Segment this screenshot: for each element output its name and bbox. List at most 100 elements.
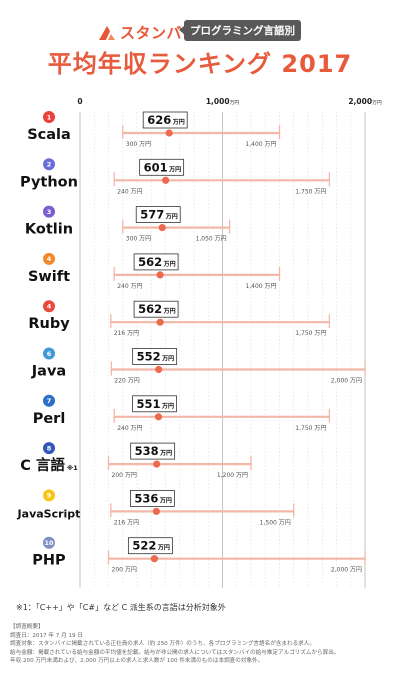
rank-badge — [43, 347, 55, 360]
range-min-label: 220 万円 — [114, 378, 139, 385]
range-max-label: 1,200 万円 — [217, 472, 248, 479]
rank-number: 1 — [47, 113, 52, 121]
x-tick-label: 2,000万円 — [348, 97, 382, 106]
range-min-label: 240 万円 — [117, 188, 142, 195]
average-unit: 万円 — [161, 403, 174, 410]
average-dot — [152, 507, 160, 515]
footer: ※1：「C++」や「C#」など C 派生系の言語は分析対象外 【調査概要】 調査… — [10, 602, 390, 666]
average-dot — [156, 271, 164, 279]
footnote: ※1：「C++」や「C#」など C 派生系の言語は分析対象外 — [16, 603, 226, 612]
average-dot — [162, 176, 170, 184]
rank-number: 6 — [47, 350, 52, 358]
x-tick-unit: 万円 — [372, 100, 382, 106]
rank-number: 2 — [47, 161, 52, 169]
language-label: Python — [20, 174, 78, 190]
range-min-label: 300 万円 — [126, 236, 151, 243]
language-label: Swift — [28, 269, 70, 285]
average-badge — [139, 158, 185, 176]
average-dot — [153, 460, 161, 468]
survey-notes: 【調査概要】 調査日：2017 年 7 月 19 日 調査対象：スタンバイに掲載… — [10, 623, 390, 666]
rank-number: 7 — [47, 397, 52, 405]
range-min-label: 240 万円 — [117, 425, 142, 432]
range-min-label: 216 万円 — [114, 330, 139, 337]
average-unit: 万円 — [172, 119, 185, 126]
rank-badge — [43, 158, 55, 171]
average-unit: 万円 — [163, 308, 176, 315]
language-label: C 言語 ※1 — [20, 456, 78, 474]
footnote-mark: ※1 — [67, 463, 78, 472]
average-badge — [133, 300, 179, 318]
range-min-label: 200 万円 — [112, 472, 137, 479]
average-dot — [158, 224, 166, 232]
rank-badge — [43, 300, 55, 313]
average-unit: 万円 — [163, 261, 176, 268]
rank-badge — [43, 394, 55, 407]
average-badge — [132, 395, 177, 413]
average-badge — [142, 111, 188, 129]
range-max-label: 1,400 万円 — [245, 283, 276, 290]
average-unit: 万円 — [161, 356, 174, 363]
brand: スタンバイ — [98, 22, 198, 43]
average-unit: 万円 — [157, 545, 170, 552]
standby-logo-icon — [99, 25, 115, 40]
rank-badge — [43, 252, 55, 265]
rank-number: 9 — [47, 492, 52, 500]
x-tick-label: 0 — [77, 97, 82, 106]
language-label: Perl — [33, 411, 66, 427]
language-label: Ruby — [28, 316, 70, 332]
average-unit: 万円 — [168, 166, 181, 173]
range-min-label: 240 万円 — [117, 283, 142, 290]
notes-heading: 【調査概要】 — [10, 624, 44, 630]
average-badge — [132, 348, 178, 365]
range-min-label: 216 万円 — [114, 519, 139, 526]
range-max-label: 1,050 万円 — [196, 236, 227, 243]
range-max-label: 1,500 万円 — [260, 519, 291, 526]
rank-badge — [43, 536, 55, 549]
average-badge — [133, 253, 179, 271]
notes-salary: 給与金額：掲載されている給与金額の平均値を記載。給与が非公開の求人についてはスタ… — [10, 649, 340, 656]
range-min-label: 200 万円 — [112, 567, 137, 574]
rank-badge — [43, 111, 55, 123]
average-badge — [130, 442, 176, 460]
range-max-label: 2,000 万円 — [331, 567, 362, 574]
chart-title: 平均年収ランキング 2017 — [47, 50, 353, 78]
rank-number: 4 — [47, 255, 52, 263]
average-dot — [165, 129, 173, 137]
average-dot — [156, 318, 164, 326]
brand-name: スタンバイ — [120, 25, 198, 42]
notes-exclusion: 年収 200 万円未満および、2,000 万円以上の求人と求人数が 100 件未… — [10, 658, 264, 665]
rank-badge — [43, 442, 55, 455]
range-max-label: 1,400 万円 — [245, 141, 276, 148]
language-label: Kotlin — [25, 222, 73, 238]
category-tag: プログラミング言語別 — [179, 20, 301, 41]
range-max-label: 2,000 万円 — [331, 378, 362, 385]
average-unit: 万円 — [165, 214, 178, 221]
average-badge — [135, 206, 181, 224]
language-label: PHP — [32, 553, 66, 569]
x-tick-label: 1,000万円 — [206, 97, 240, 106]
average-badge — [129, 489, 175, 507]
language-label: Java — [31, 364, 66, 380]
average-unit: 万円 — [159, 450, 172, 457]
average-dot — [154, 413, 163, 421]
rank-number: 4 — [47, 303, 52, 311]
average-dot — [155, 365, 163, 374]
range-max-label: 1,750 万円 — [295, 330, 326, 337]
average-dot — [150, 555, 158, 563]
language-label: Scala — [27, 127, 71, 143]
rank-number: 3 — [47, 208, 52, 216]
rank-number: 8 — [47, 444, 52, 452]
rank-badge — [43, 489, 55, 502]
header: スタンバイ プログラミング言語別 平均年収ランキング 2017 — [0, 0, 400, 110]
notes-target: 調査対象：スタンバイに掲載されている正社員の求人（約 250 万件）のうち、各プ… — [10, 641, 315, 648]
range-max-label: 1,750 万円 — [295, 425, 326, 432]
average-unit: 万円 — [159, 497, 172, 504]
rank-badge — [43, 205, 55, 218]
range-max-label: 1,750 万円 — [295, 188, 326, 195]
rank-number: 10 — [44, 539, 54, 547]
language-label: JavaScript — [17, 507, 81, 520]
average-badge — [127, 537, 173, 555]
notes-date: 調査日：2017 年 7 月 19 日 — [10, 632, 83, 639]
range-min-label: 300 万円 — [126, 141, 151, 148]
